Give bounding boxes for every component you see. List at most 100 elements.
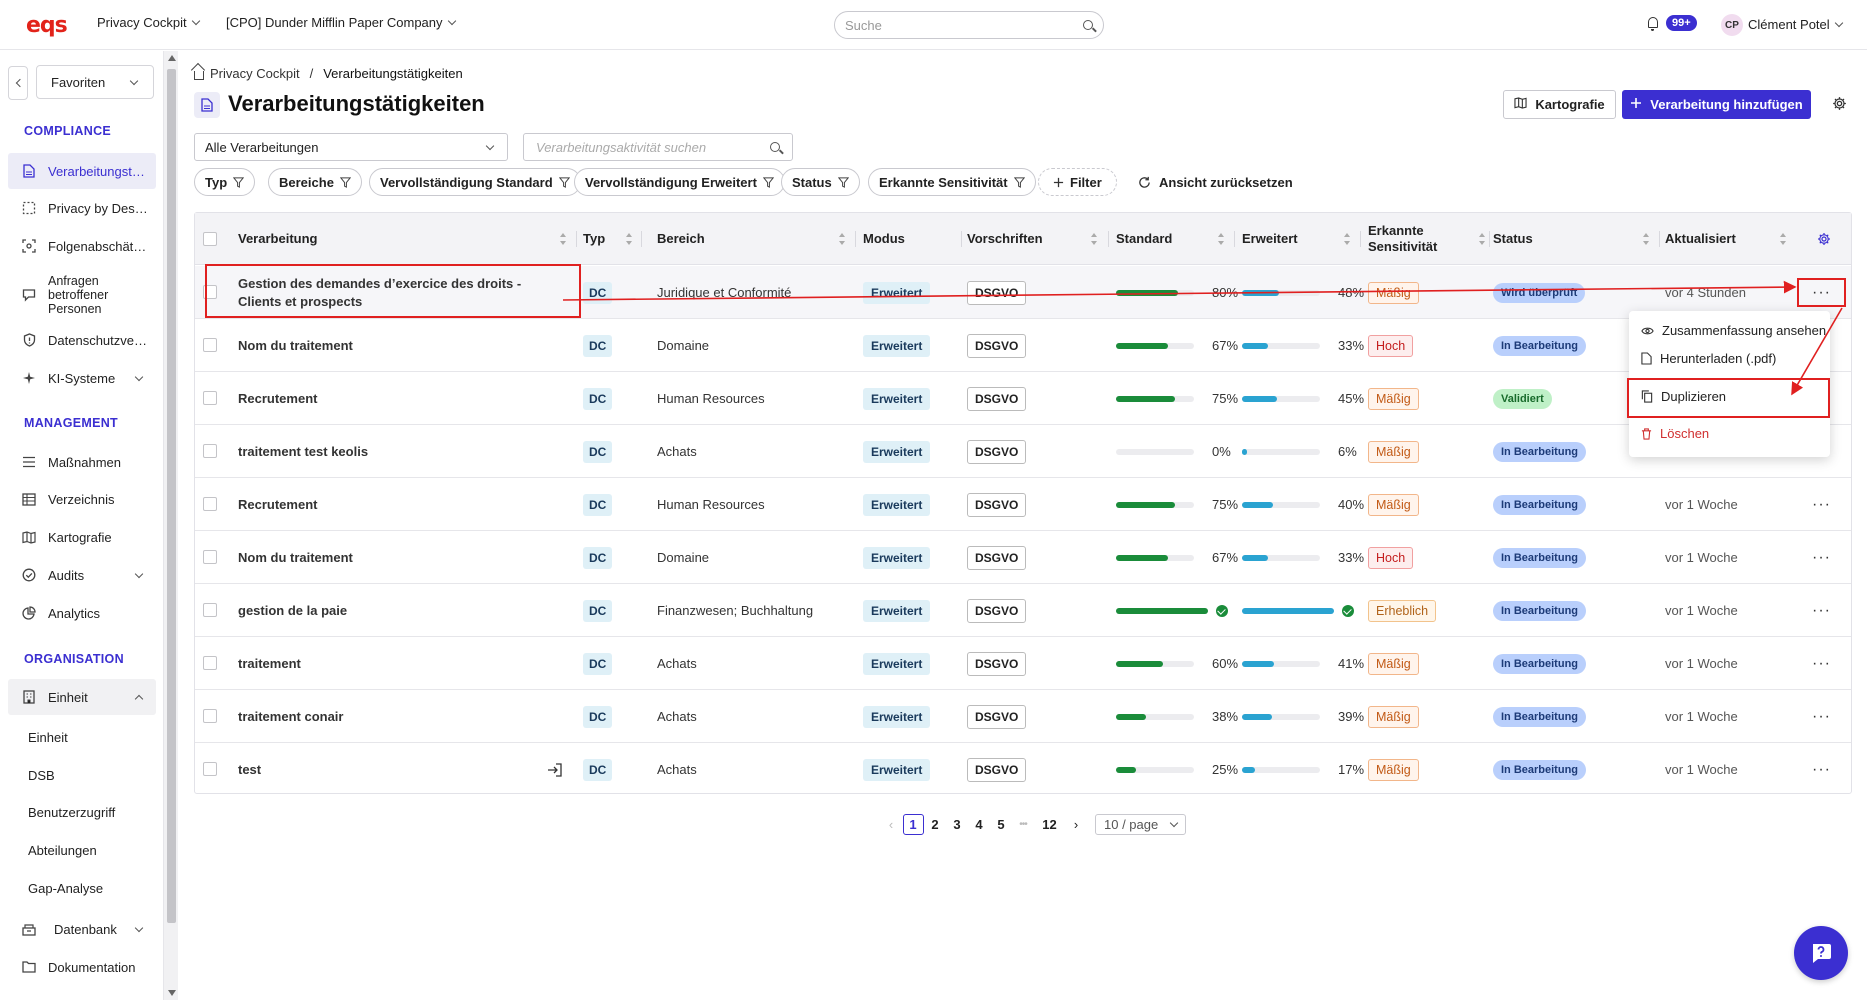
sidebar-subitem-einheit[interactable]: Einheit xyxy=(28,730,68,745)
app-switcher[interactable]: Privacy Cockpit xyxy=(97,15,200,30)
scroll-up-icon[interactable] xyxy=(168,55,176,61)
processing-name[interactable]: Recrutement xyxy=(238,390,318,406)
col-modus[interactable]: Modus xyxy=(863,231,905,246)
processing-name[interactable]: gestion de la paie xyxy=(238,602,348,618)
col-typ[interactable]: Typ xyxy=(583,231,606,246)
sidebar-subitem-gap-analyse[interactable]: Gap-Analyse xyxy=(28,881,104,896)
menu-item-delete[interactable]: Löschen xyxy=(1641,426,1709,441)
sort-icon[interactable] xyxy=(1091,233,1098,245)
row-checkbox[interactable] xyxy=(203,762,217,776)
processing-name[interactable]: Recrutement xyxy=(238,496,318,512)
col-status[interactable]: Status xyxy=(1493,231,1533,246)
sidebar-item-dokumentation[interactable]: Dokumentation xyxy=(8,949,156,985)
more-actions-icon[interactable]: ··· xyxy=(1812,707,1831,725)
search-icon[interactable] xyxy=(770,142,780,152)
page-3[interactable]: 3 xyxy=(953,817,961,832)
row-checkbox[interactable] xyxy=(203,709,217,723)
sort-icon[interactable] xyxy=(626,233,633,245)
col-erweitert[interactable]: Erweitert xyxy=(1242,231,1298,246)
sort-icon[interactable] xyxy=(1780,233,1787,245)
processing-name[interactable]: Gestion des demandes d’exercice des droi… xyxy=(238,275,522,309)
favorites-dropdown[interactable]: Favoriten xyxy=(36,65,154,99)
prev-page-icon[interactable]: ‹ xyxy=(888,817,894,832)
more-actions-icon[interactable]: ··· xyxy=(1812,283,1831,301)
row-checkbox[interactable] xyxy=(203,656,217,670)
row-checkbox[interactable] xyxy=(203,603,217,617)
table-row[interactable]: test DC Achats Erweitert DSGVO 25% 17% M… xyxy=(195,743,1851,796)
global-search[interactable] xyxy=(834,11,1104,39)
col-standard[interactable]: Standard xyxy=(1116,231,1173,246)
menu-item-duplicate[interactable]: Duplizieren xyxy=(1641,389,1726,404)
gear-icon[interactable] xyxy=(1832,96,1847,114)
table-row[interactable]: Nom du traitement DC Domaine Erweitert D… xyxy=(195,319,1851,372)
sidebar-item-privacy-by-design[interactable]: Privacy by Design xyxy=(8,190,156,226)
processing-name[interactable]: Nom du traitement xyxy=(238,337,353,353)
table-row[interactable]: traitement conair DC Achats Erweitert DS… xyxy=(195,690,1851,743)
table-row[interactable]: traitement DC Achats Erweitert DSGVO 60%… xyxy=(195,637,1851,690)
sidebar-item-datenschutzverletzungen[interactable]: Datenschutzverletzungen xyxy=(8,322,156,358)
sidebar-scrollbar[interactable] xyxy=(164,51,178,1000)
sort-icon[interactable] xyxy=(1344,233,1351,245)
processing-name[interactable]: traitement conair xyxy=(238,708,344,724)
sidebar-item-verarbeitungstaetigkeiten[interactable]: Verarbeitungstätigkeiten xyxy=(8,153,156,189)
sort-icon[interactable] xyxy=(560,233,567,245)
col-bereich[interactable]: Bereich xyxy=(657,231,705,246)
table-row[interactable]: traitement test keolis DC Achats Erweite… xyxy=(195,425,1851,478)
home-icon[interactable] xyxy=(194,70,204,80)
processing-name[interactable]: test xyxy=(238,761,262,777)
sidebar-item-audits[interactable]: Audits xyxy=(8,557,156,593)
row-checkbox[interactable] xyxy=(203,497,217,511)
notification-badge[interactable]: 99+ xyxy=(1666,15,1697,31)
table-row[interactable]: Recrutement DC Human Resources Erweitert… xyxy=(195,478,1851,531)
bell-icon[interactable] xyxy=(1648,17,1658,31)
col-vorschriften[interactable]: Vorschriften xyxy=(967,231,1043,246)
processing-scope-select[interactable]: Alle Verarbeitungen xyxy=(194,133,508,161)
row-checkbox[interactable] xyxy=(203,550,217,564)
sidebar-item-analytics[interactable]: Analytics xyxy=(8,595,156,631)
sort-icon[interactable] xyxy=(1218,233,1225,245)
help-chat-button[interactable] xyxy=(1794,926,1848,980)
sidebar-item-kartografie[interactable]: Kartografie xyxy=(8,519,156,555)
sidebar-item-ki-systeme[interactable]: KI-Systeme xyxy=(8,360,156,396)
col-verarbeitung[interactable]: Verarbeitung xyxy=(238,231,318,246)
filter-chip-sensitivitaet[interactable]: Erkannte Sensitivität xyxy=(868,168,1036,196)
eqs-logo[interactable]: eqs xyxy=(26,13,68,38)
sidebar-item-verzeichnis[interactable]: Verzeichnis xyxy=(8,481,156,517)
scroll-down-icon[interactable] xyxy=(168,990,176,996)
menu-item-download-pdf[interactable]: Herunterladen (.pdf) xyxy=(1641,351,1776,366)
sidebar-item-massnahmen[interactable]: Maßnahmen xyxy=(8,444,156,480)
more-actions-icon[interactable]: ··· xyxy=(1812,601,1831,619)
sidebar-item-folgenabschaetzungen[interactable]: Folgenabschätzungen xyxy=(8,228,156,264)
sidebar-subitem-dsb[interactable]: DSB xyxy=(28,768,55,783)
row-checkbox[interactable] xyxy=(203,391,217,405)
sort-icon[interactable] xyxy=(1479,233,1486,245)
more-actions-icon[interactable]: ··· xyxy=(1812,548,1831,566)
scrollbar-thumb[interactable] xyxy=(167,69,176,923)
page-5[interactable]: 5 xyxy=(997,817,1005,832)
page-2[interactable]: 2 xyxy=(931,817,939,832)
processing-name[interactable]: traitement test keolis xyxy=(238,443,369,459)
more-actions-icon[interactable]: ··· xyxy=(1812,654,1831,672)
company-switcher[interactable]: [CPO] Dunder Mifflin Paper Company xyxy=(226,15,456,30)
gear-icon[interactable] xyxy=(1817,232,1831,249)
sort-icon[interactable] xyxy=(839,233,846,245)
sidebar-subitem-abteilungen[interactable]: Abteilungen xyxy=(28,843,97,858)
sidebar-subitem-benutzerzugriff[interactable]: Benutzerzugriff xyxy=(28,805,116,820)
collapse-sidebar-button[interactable] xyxy=(8,66,28,100)
kartografie-button[interactable]: Kartografie xyxy=(1503,90,1616,119)
user-menu[interactable]: Clément Potel xyxy=(1748,17,1843,32)
avatar[interactable]: CP xyxy=(1721,14,1743,36)
page-4[interactable]: 4 xyxy=(975,817,983,832)
menu-item-summary[interactable]: Zusammenfassung ansehen xyxy=(1641,323,1826,338)
select-all-checkbox[interactable] xyxy=(203,232,217,246)
activity-search-input[interactable] xyxy=(536,139,770,155)
filter-chip-erweitert[interactable]: Vervollständigung Erweitert xyxy=(574,168,785,196)
add-filter-button[interactable]: Filter xyxy=(1038,168,1117,196)
login-icon[interactable] xyxy=(547,762,563,781)
row-checkbox[interactable] xyxy=(203,338,217,352)
page-size-select[interactable]: 10 / page xyxy=(1095,814,1186,835)
sidebar-item-datenbank[interactable]: Datenbank xyxy=(8,911,156,947)
table-row[interactable]: gestion de la paie DC Finanzwesen; Buchh… xyxy=(195,584,1851,637)
page-12[interactable]: 12 xyxy=(1042,817,1057,832)
sidebar-item-anfragen[interactable]: Anfragen betroffener Personen xyxy=(8,272,156,318)
